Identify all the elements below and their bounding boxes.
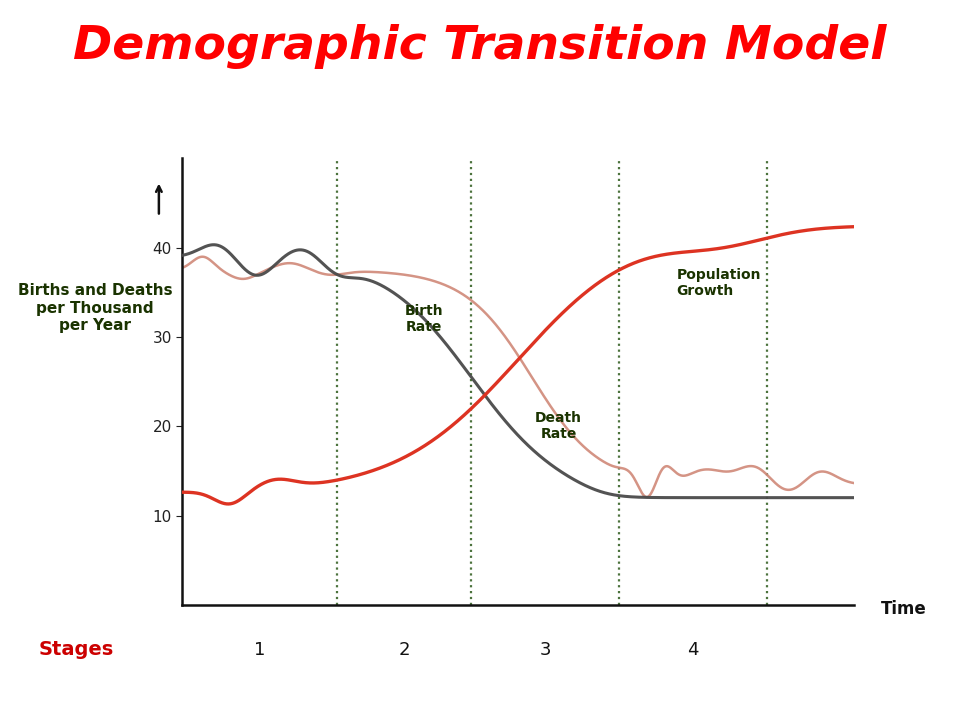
Text: Stages: Stages	[38, 640, 113, 660]
Text: Death
Rate: Death Rate	[536, 411, 582, 441]
Text: Demographic Transition Model: Demographic Transition Model	[73, 24, 887, 69]
Text: Births and Deaths
per Thousand
per Year: Births and Deaths per Thousand per Year	[17, 284, 173, 333]
Text: Birth
Rate: Birth Rate	[405, 304, 444, 334]
Text: Population
Growth: Population Growth	[676, 269, 761, 299]
Text: Time: Time	[881, 600, 927, 618]
Text: 1: 1	[254, 641, 265, 659]
Text: 3: 3	[540, 641, 551, 659]
Text: 2: 2	[398, 641, 410, 659]
Text: 4: 4	[687, 641, 699, 659]
